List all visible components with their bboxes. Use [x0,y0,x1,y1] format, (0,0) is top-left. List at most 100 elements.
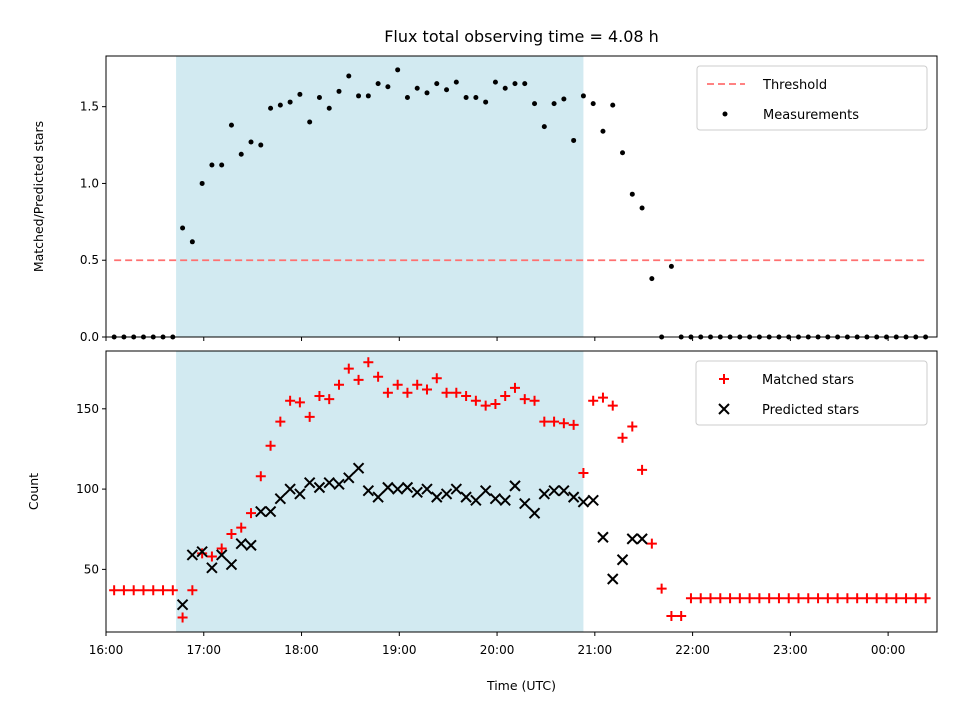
predicted-point [274,493,287,505]
measurement-point [453,79,459,85]
matched-point [392,379,403,390]
measurement-point [541,124,547,130]
matched-point [783,593,794,604]
matched-point [549,416,560,427]
measurement-point [287,99,293,105]
matched-point [705,593,716,604]
predicted-point [215,549,228,561]
predicted-point [528,507,541,519]
matched-point [627,421,638,432]
measurement-point [365,93,371,99]
measurement-point [228,122,234,128]
predicted-point [255,505,267,518]
predicted-point [391,483,404,495]
measurement-point [590,101,596,107]
measurement-point [316,94,322,100]
matched-point [334,379,345,390]
matched-point [441,387,452,398]
predicted-point [323,476,335,489]
matched-point [666,610,677,621]
legend-label: Matched stars [762,373,854,388]
predicted-point [313,481,326,494]
matched-point [304,411,315,422]
matched-point [216,543,227,554]
matched-point [529,395,540,406]
predicted-point [538,488,551,500]
matched-point [177,612,188,623]
x-tick-label: 20:00 [480,643,515,657]
predicted-point [607,573,619,585]
measurement-point [571,137,577,143]
matched-point [822,593,833,604]
measurement-point [385,84,391,90]
measurement-point [620,150,626,156]
matched-point [461,390,472,401]
matched-point [597,392,608,403]
matched-point [421,384,432,395]
matched-point [637,464,648,475]
matched-point [167,585,178,596]
matched-point [431,373,442,384]
measurement-point [512,81,518,87]
measurement-point [268,105,274,111]
legend-predicted-swatch [718,403,730,415]
matched-point [509,382,520,393]
matched-point [490,398,501,409]
matched-point [793,593,804,604]
predicted-point [333,478,345,490]
y-tick-label: 50 [84,562,99,576]
matched-point [588,395,599,406]
predicted-point [372,491,384,503]
measurement-point [209,162,215,168]
matched-point [685,593,696,604]
measurement-point [326,105,332,111]
matched-point [519,394,530,405]
matched-point [891,593,902,604]
axes-frame [105,350,938,633]
predicted-point [499,494,511,507]
matched-point [725,593,736,604]
predicted-point [264,505,277,518]
matched-point [275,416,286,427]
matched-point [920,593,931,604]
measurement-point [444,87,450,93]
predicted-point [421,483,433,495]
predicted-point [401,481,414,494]
legend-label: Predicted stars [762,403,859,418]
matched-point [578,468,589,479]
predicted-point [411,486,423,499]
predicted-point [196,546,208,558]
predicted-point [470,494,482,507]
measurement-point [336,88,342,94]
predicted-point [382,481,394,494]
matched-point [803,593,814,604]
matched-point [353,374,364,385]
predicted-point [548,484,560,497]
matched-point [246,508,257,519]
matched-point [656,583,667,594]
matched-point [373,371,384,382]
measurement-point [463,94,469,100]
matched-point [255,471,266,482]
measurement-point [600,128,606,134]
matched-point [363,357,374,368]
predicted-point [431,491,443,503]
predicted-point [509,480,521,492]
x-tick-label: 17:00 [186,643,221,657]
measurement-point [668,263,674,269]
predicted-point [519,497,531,510]
matched-point [236,522,247,533]
predicted-point [206,562,218,574]
measurement-point [434,81,440,87]
x-tick-label: 00:00 [871,643,906,657]
matched-point [910,593,921,604]
matched-point [539,416,550,427]
matched-point [324,394,335,405]
measurement-point [649,276,655,282]
predicted-point [294,488,306,500]
y-tick-label: 150 [76,402,99,416]
matched-point [138,585,149,596]
y-tick-label: 1.0 [80,176,99,190]
predicted-point [235,537,247,550]
